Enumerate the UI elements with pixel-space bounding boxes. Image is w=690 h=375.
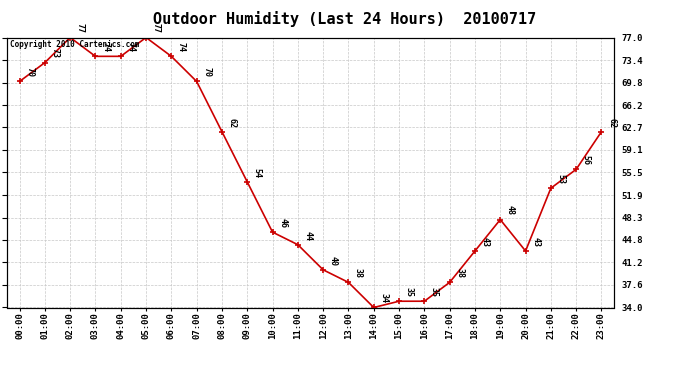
Text: 77: 77 xyxy=(76,23,85,33)
Text: 46: 46 xyxy=(278,218,287,228)
Text: 34: 34 xyxy=(380,293,388,303)
Text: 73: 73 xyxy=(50,48,59,58)
Text: 62: 62 xyxy=(228,117,237,128)
Text: 35: 35 xyxy=(404,287,413,297)
Text: 62: 62 xyxy=(607,117,616,128)
Text: 56: 56 xyxy=(582,155,591,165)
Text: 43: 43 xyxy=(531,237,540,247)
Text: 38: 38 xyxy=(354,268,363,278)
Text: 44: 44 xyxy=(304,231,313,240)
Text: Outdoor Humidity (Last 24 Hours)  20100717: Outdoor Humidity (Last 24 Hours) 2010071… xyxy=(153,11,537,27)
Text: 38: 38 xyxy=(455,268,464,278)
Text: 53: 53 xyxy=(556,174,565,184)
Text: 40: 40 xyxy=(328,256,337,266)
Text: 74: 74 xyxy=(177,42,186,52)
Text: 77: 77 xyxy=(152,23,161,33)
Text: 35: 35 xyxy=(430,287,439,297)
Text: 70: 70 xyxy=(202,67,211,77)
Text: 43: 43 xyxy=(480,237,489,247)
Text: Copyright 2010 Cartenics.com: Copyright 2010 Cartenics.com xyxy=(10,40,139,49)
Text: 70: 70 xyxy=(25,67,34,77)
Text: 54: 54 xyxy=(253,168,262,178)
Text: 74: 74 xyxy=(101,42,110,52)
Text: 74: 74 xyxy=(126,42,135,52)
Text: 48: 48 xyxy=(506,206,515,215)
